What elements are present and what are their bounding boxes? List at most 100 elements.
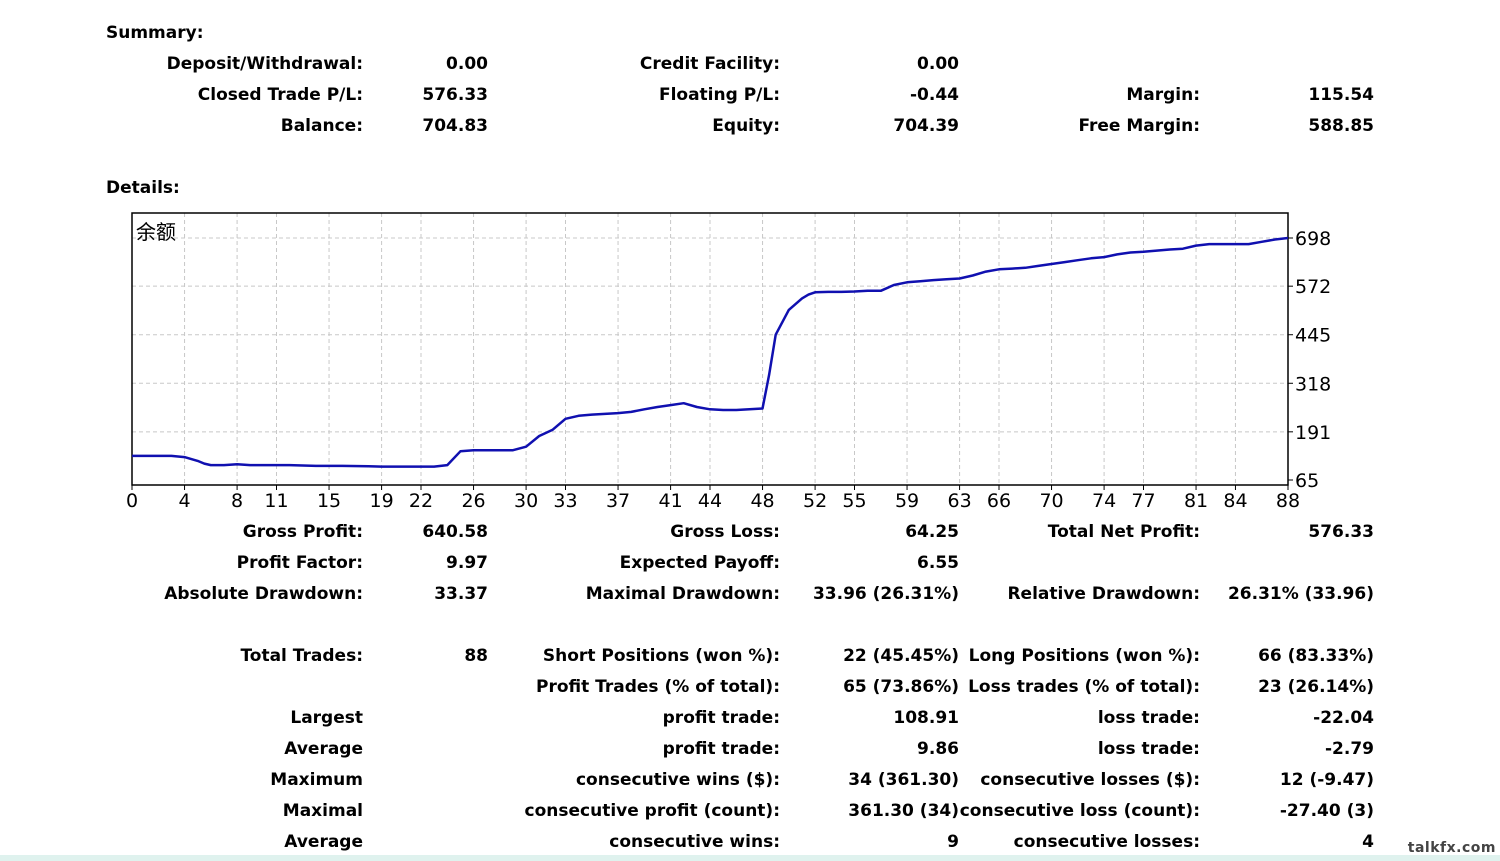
- x-tick-label: 26: [461, 490, 485, 512]
- y-axis: 698 572 445 318 191 65: [1288, 228, 1331, 492]
- x-tick-label: 8: [231, 490, 243, 512]
- profit-factor-label: Profit Factor:: [236, 553, 363, 573]
- x-tick-label: 84: [1223, 490, 1247, 512]
- closed-pl-value: 576.33: [422, 85, 488, 105]
- avg-consecutive-wins-label: consecutive wins:: [609, 832, 780, 852]
- profit-trades-label: Profit Trades (% of total):: [535, 677, 780, 697]
- profit-trades-value: 65 (73.86%): [843, 677, 959, 697]
- maximum-label: Maximum: [270, 770, 363, 790]
- x-tick-label: 44: [698, 490, 722, 512]
- short-positions-value: 22 (45.45%): [843, 646, 959, 666]
- x-tick-label: 52: [803, 490, 827, 512]
- x-tick-label: 59: [895, 490, 919, 512]
- absolute-drawdown-value: 33.37: [434, 584, 488, 604]
- absolute-drawdown-label: Absolute Drawdown:: [164, 584, 363, 604]
- avg-consecutive-losses-label: consecutive losses:: [1013, 832, 1200, 852]
- y-tick-label: 318: [1295, 373, 1331, 395]
- margin-value: 115.54: [1308, 85, 1374, 105]
- expected-payoff-label: Expected Payoff:: [619, 553, 780, 573]
- x-tick-label: 77: [1131, 490, 1155, 512]
- x-tick-label: 66: [987, 490, 1011, 512]
- max-consecutive-losses-value: 12 (-9.47): [1279, 770, 1374, 790]
- x-tick-label: 88: [1276, 490, 1300, 512]
- x-tick-label: 48: [750, 490, 774, 512]
- closed-pl-label: Closed Trade P/L:: [197, 85, 363, 105]
- floating-pl-label: Floating P/L:: [658, 85, 780, 105]
- details-title: Details:: [106, 178, 180, 198]
- gross-profit-label: Gross Profit:: [242, 522, 363, 542]
- chart-grid: [132, 213, 1288, 485]
- y-tick-label: 698: [1295, 228, 1331, 250]
- x-tick-label: 4: [178, 490, 190, 512]
- largest-loss-trade-value: -22.04: [1313, 708, 1374, 728]
- max-consecutive-wins-value: 34 (361.30): [848, 770, 959, 790]
- average-loss-trade-value: -2.79: [1325, 739, 1374, 759]
- x-tick-label: 41: [658, 490, 682, 512]
- balance-chart: 余额 0 4 8 11 15 19 22 26 30 33 37 41 44 48 52 55 59 63 66 70…: [126, 212, 1331, 512]
- average-consecutive-label: Average: [284, 832, 363, 852]
- credit-value: 0.00: [917, 54, 959, 74]
- max-consecutive-wins-label: consecutive wins ($):: [575, 770, 780, 790]
- credit-label: Credit Facility:: [639, 54, 780, 74]
- deposit-value: 0.00: [446, 54, 488, 74]
- largest-profit-trade-label: profit trade:: [662, 708, 780, 728]
- total-trades-value: 88: [464, 646, 488, 666]
- y-tick-label: 572: [1295, 276, 1331, 298]
- watermark: talkfx.com: [1407, 840, 1496, 856]
- profit-factor-value: 9.97: [446, 553, 488, 573]
- x-tick-label: 0: [126, 490, 138, 512]
- maximal-consecutive-profit-value: 361.30 (34): [848, 801, 959, 821]
- long-positions-label: Long Positions (won %):: [968, 646, 1200, 666]
- relative-drawdown-label: Relative Drawdown:: [1007, 584, 1200, 604]
- avg-consecutive-losses-value: 4: [1362, 832, 1374, 852]
- largest-loss-trade-label: loss trade:: [1097, 708, 1200, 728]
- balance-series-line: [132, 236, 1289, 468]
- floating-pl-value: -0.44: [910, 85, 959, 105]
- average-label: Average: [284, 739, 363, 759]
- average-profit-trade-value: 9.86: [917, 739, 959, 759]
- x-tick-label: 30: [514, 490, 538, 512]
- average-loss-trade-label: loss trade:: [1097, 739, 1200, 759]
- y-tick-label: 191: [1295, 422, 1331, 444]
- maximal-consecutive-loss-value: -27.40 (3): [1279, 801, 1374, 821]
- loss-trades-value: 23 (26.14%): [1258, 677, 1374, 697]
- largest-label: Largest: [290, 708, 363, 728]
- free-margin-value: 588.85: [1308, 116, 1374, 136]
- maximal-drawdown-value: 33.96 (26.31%): [812, 584, 959, 604]
- equity-value: 704.39: [893, 116, 959, 136]
- expected-payoff-value: 6.55: [917, 553, 959, 573]
- bottom-bar: [0, 855, 1500, 861]
- maximal-consecutive-profit-label: consecutive profit (count):: [524, 801, 780, 821]
- maximal-consecutive-loss-label: consecutive loss (count):: [959, 801, 1200, 821]
- x-tick-label: 63: [947, 490, 971, 512]
- gross-profit-value: 640.58: [422, 522, 488, 542]
- largest-profit-trade-value: 108.91: [893, 708, 959, 728]
- maximal-drawdown-label: Maximal Drawdown:: [585, 584, 780, 604]
- x-tick-label: 15: [317, 490, 341, 512]
- x-tick-label: 74: [1092, 490, 1116, 512]
- relative-drawdown-value: 26.31% (33.96): [1227, 584, 1374, 604]
- balance-value: 704.83: [422, 116, 488, 136]
- long-positions-value: 66 (83.33%): [1258, 646, 1374, 666]
- y-tick-label: 445: [1295, 325, 1331, 347]
- x-tick-label: 37: [606, 490, 630, 512]
- y-tick-label: 65: [1295, 470, 1319, 492]
- chart-title: 余额: [136, 220, 176, 244]
- max-consecutive-losses-label: consecutive losses ($):: [980, 770, 1200, 790]
- x-tick-label: 81: [1184, 490, 1208, 512]
- margin-label: Margin:: [1126, 85, 1200, 105]
- short-positions-label: Short Positions (won %):: [542, 646, 780, 666]
- x-axis: 0 4 8 11 15 19 22 26 30 33 37 41 44 48 52 55 59 63 66 70 74 7…: [126, 485, 1300, 512]
- loss-trades-label: Loss trades (% of total):: [968, 677, 1200, 697]
- x-tick-label: 33: [553, 490, 577, 512]
- total-trades-label: Total Trades:: [240, 646, 363, 666]
- equity-label: Equity:: [712, 116, 780, 136]
- balance-label: Balance:: [280, 116, 363, 136]
- summary-title: Summary:: [106, 23, 204, 43]
- x-tick-label: 70: [1039, 490, 1063, 512]
- x-tick-label: 19: [369, 490, 393, 512]
- total-net-profit-value: 576.33: [1308, 522, 1374, 542]
- total-net-profit-label: Total Net Profit:: [1047, 522, 1200, 542]
- x-tick-label: 22: [409, 490, 433, 512]
- x-tick-label: 11: [264, 490, 288, 512]
